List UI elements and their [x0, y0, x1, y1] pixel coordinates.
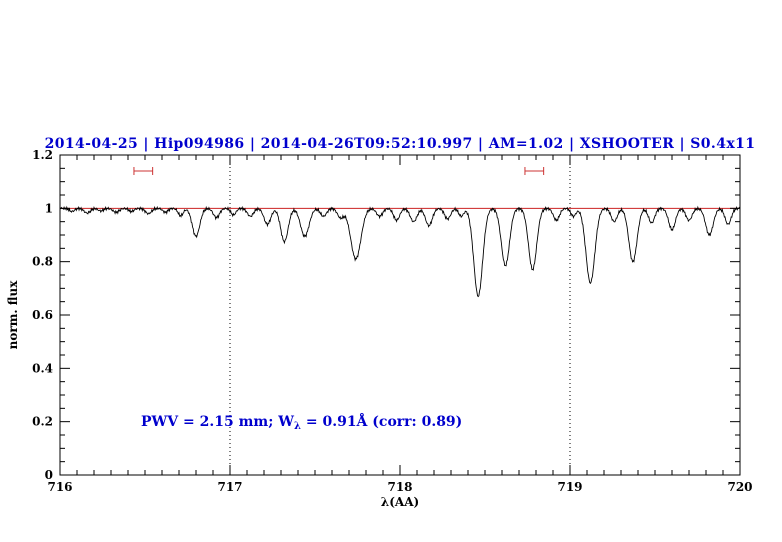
- y-tick-label: 0: [45, 468, 53, 482]
- pwv-annotation: PWV = 2.15 mm; Wλ = 0.91Å (corr: 0.89): [141, 412, 462, 432]
- pwv-annotation-suffix: = 0.91Å (corr: 0.89): [301, 412, 462, 430]
- x-tick-label: 719: [557, 480, 582, 494]
- x-tick-label: 720: [727, 480, 752, 494]
- x-tick-label: 717: [217, 480, 242, 494]
- plot-dynamic-layer: 716 717 718 719 720 0 0.2 0.4 0.6 0.8 1 1.2: [32, 148, 752, 494]
- y-tick-label: 0.4: [32, 361, 53, 375]
- pwv-annotation-subscript: λ: [294, 421, 301, 432]
- pwv-annotation-prefix: PWV = 2.15 mm; W: [141, 414, 294, 430]
- y-tick-label: 1: [45, 201, 53, 215]
- y-tick-label: 0.8: [32, 255, 53, 269]
- y-axis-label: norm. flux: [6, 280, 20, 350]
- x-tick-label: 718: [387, 480, 412, 494]
- plot-title: 2014-04-25 | Hip094986 | 2014-04-26T09:5…: [45, 136, 756, 152]
- spectrum-path: [59, 205, 741, 298]
- x-tick-label: 716: [47, 480, 72, 494]
- y-tick-label: 0.2: [32, 415, 53, 429]
- y-tick-label: 0.6: [32, 308, 53, 322]
- y-tick-label: 1.2: [32, 148, 53, 162]
- x-axis-label: λ(AA): [381, 495, 419, 509]
